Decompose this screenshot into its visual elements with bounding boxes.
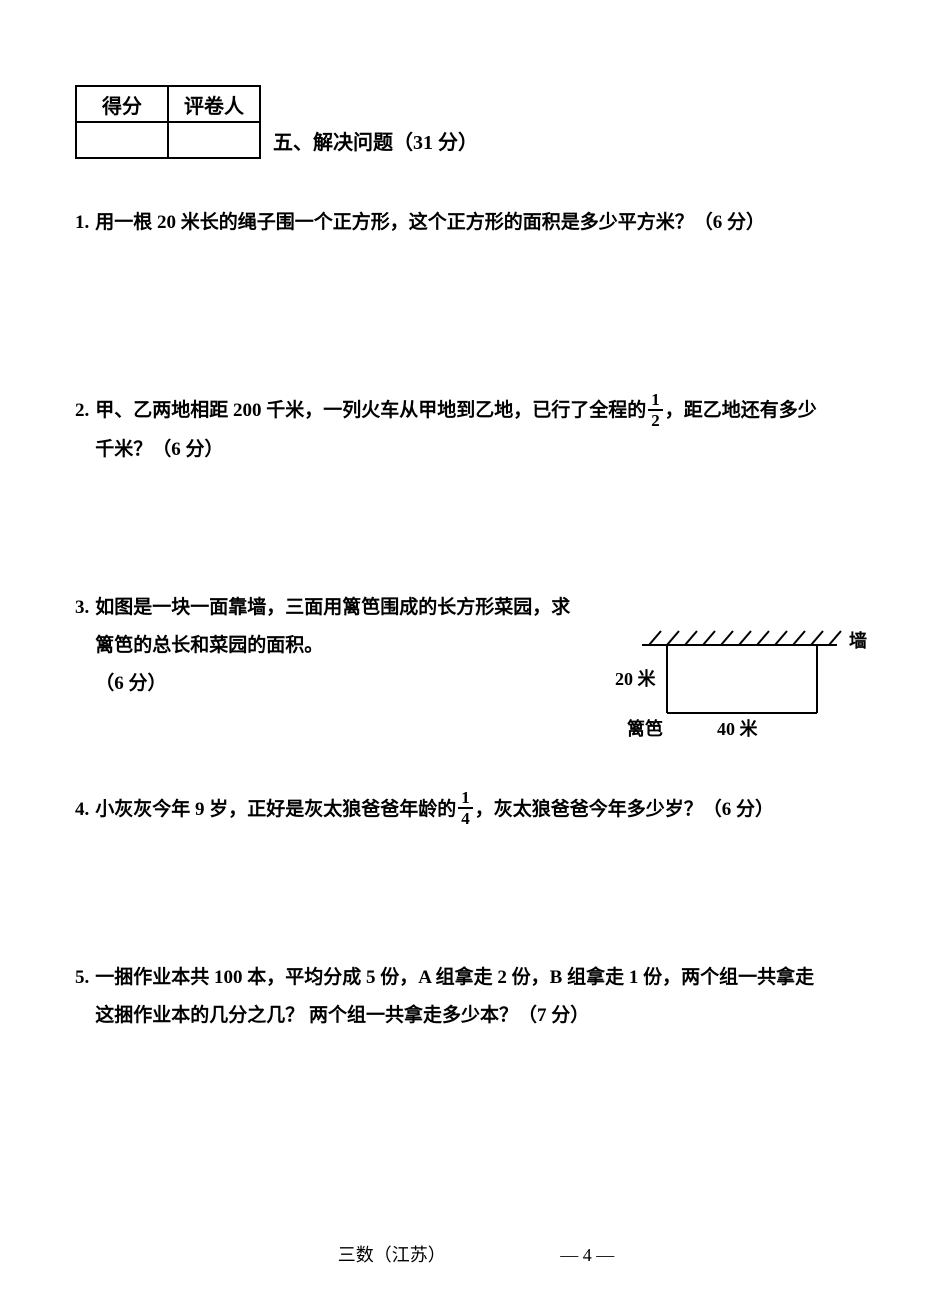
fraction-numerator: 1 [648, 391, 663, 411]
text-part: 一捆作业本共 100 本，平均分成 5 份，A 组拿走 2 份，B 组拿走 1 … [95, 967, 814, 988]
text-part: 这捆作业本的几分之几？ 两个组一共拿走多少本？（7 分） [95, 1005, 589, 1026]
question-text: 如图是一块一面靠墙，三面用篱笆围成的长方形菜园，求篱笆的总长和菜园的面积。 （6… [95, 589, 577, 703]
answer-space [75, 771, 877, 791]
width-label: 40 米 [717, 718, 759, 739]
fence-label: 篱笆 [627, 718, 663, 739]
text-part: ，距乙地还有多少 [665, 400, 817, 421]
question-number: 1. [75, 204, 89, 242]
text-part: 千米？（6 分） [95, 439, 223, 460]
question-text: 一捆作业本共 100 本，平均分成 5 份，A 组拿走 2 份，B 组拿走 1 … [95, 959, 877, 1035]
section-header: 得分 评卷人 五、解决问题（31 分） [75, 85, 877, 159]
reviewer-header-cell: 评卷人 [168, 86, 260, 122]
garden-svg: 墙 20 米 篱笆 40 米 [587, 627, 877, 747]
answer-space [75, 479, 877, 589]
text-part: 如图是一块一面靠墙，三面用篱笆围成的长方形菜园，求篱笆的总长和菜园的面积。 [95, 597, 570, 656]
height-label: 20 米 [615, 668, 657, 689]
question-number: 2. [75, 392, 89, 469]
fraction: 14 [458, 789, 473, 827]
text-part: 小灰灰今年 9 岁，正好是灰太狼爸爸年龄的 [95, 799, 456, 820]
answer-space [75, 252, 877, 392]
question-3: 3. 如图是一块一面靠墙，三面用篱笆围成的长方形菜园，求篱笆的总长和菜园的面积。… [75, 589, 877, 761]
reviewer-value-cell [168, 122, 260, 158]
fraction-denominator: 2 [648, 411, 663, 429]
question-4: 4. 小灰灰今年 9 岁，正好是灰太狼爸爸年龄的14，灰太狼爸爸今年多少岁？（6… [75, 791, 877, 830]
fraction: 12 [648, 391, 663, 429]
question-2: 2. 甲、乙两地相距 200 千米，一列火车从甲地到乙地，已行了全程的12，距乙… [75, 392, 877, 469]
text-part: （6 分） [95, 673, 166, 694]
score-table: 得分 评卷人 [75, 85, 261, 159]
question-5: 5. 一捆作业本共 100 本，平均分成 5 份，A 组拿走 2 份，B 组拿走… [75, 959, 877, 1035]
question-1: 1. 用一根 20 米长的绳子围一个正方形，这个正方形的面积是多少平方米？（6 … [75, 204, 877, 242]
page-footer: 三数（江苏） — 4 — [0, 1241, 952, 1267]
answer-space [75, 839, 877, 959]
question-text: 小灰灰今年 9 岁，正好是灰太狼爸爸年龄的14，灰太狼爸爸今年多少岁？（6 分） [95, 791, 877, 830]
question-text: 用一根 20 米长的绳子围一个正方形，这个正方形的面积是多少平方米？（6 分） [95, 204, 877, 242]
exam-page: 得分 评卷人 五、解决问题（31 分） 1. 用一根 20 米长的绳子围一个正方… [0, 0, 952, 1307]
fraction-denominator: 4 [458, 809, 473, 827]
garden-figure: 墙 20 米 篱笆 40 米 [587, 627, 877, 761]
question-text: 甲、乙两地相距 200 千米，一列火车从甲地到乙地，已行了全程的12，距乙地还有… [95, 392, 877, 469]
fraction-numerator: 1 [458, 789, 473, 809]
text-part: ，灰太狼爸爸今年多少岁？（6 分） [475, 799, 774, 820]
wall-label: 墙 [849, 630, 867, 651]
footer-left: 三数（江苏） [338, 1245, 446, 1265]
question-number: 4. [75, 791, 89, 830]
footer-page-number: — 4 — [560, 1245, 614, 1265]
score-header-cell: 得分 [76, 86, 168, 122]
score-value-cell [76, 122, 168, 158]
text-part: 甲、乙两地相距 200 千米，一列火车从甲地到乙地，已行了全程的 [95, 400, 646, 421]
section-title: 五、解决问题（31 分） [273, 126, 478, 159]
question-number: 5. [75, 959, 89, 1035]
question-number: 3. [75, 589, 89, 761]
